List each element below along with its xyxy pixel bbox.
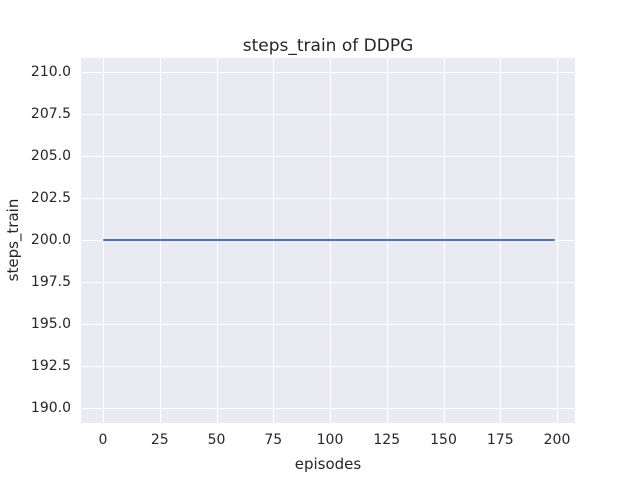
- x-tick-label: 150: [430, 432, 457, 448]
- gridline-h: [81, 72, 575, 73]
- x-tick-label: 100: [316, 432, 344, 448]
- gridline-h: [81, 324, 575, 325]
- gridline-h: [81, 156, 575, 157]
- y-axis-label: steps_train: [4, 198, 22, 282]
- x-tick-label: 50: [207, 432, 226, 448]
- x-tick-label: 75: [264, 432, 283, 448]
- gridline-h: [81, 408, 575, 409]
- x-tick-label: 0: [98, 432, 108, 448]
- y-tick-label: 190.0: [30, 400, 71, 416]
- y-tick-label: 207.5: [30, 106, 71, 122]
- x-axis-label: episodes: [294, 455, 362, 473]
- x-tick-label: 25: [150, 432, 169, 448]
- x-tick-label: 200: [543, 432, 571, 448]
- gridline-h: [81, 114, 575, 115]
- gridline-h: [81, 198, 575, 199]
- chart-title: steps_train of DDPG: [242, 36, 414, 56]
- y-tick-label: 202.5: [30, 190, 71, 206]
- y-tick-label: 192.5: [30, 358, 71, 374]
- y-tick-label: 195.0: [30, 316, 71, 332]
- series-line-steps-train: [103, 239, 555, 241]
- plot-area: [81, 58, 575, 423]
- gridline-v: [557, 58, 558, 423]
- gridline-h: [81, 282, 575, 283]
- x-tick-label: 125: [373, 432, 401, 448]
- x-tick-label: 175: [486, 432, 514, 448]
- y-tick-label: 197.5: [30, 274, 71, 290]
- y-tick-label: 210.0: [30, 64, 71, 80]
- y-tick-label: 205.0: [30, 148, 71, 164]
- gridline-h: [81, 366, 575, 367]
- y-tick-label: 200.0: [30, 232, 71, 248]
